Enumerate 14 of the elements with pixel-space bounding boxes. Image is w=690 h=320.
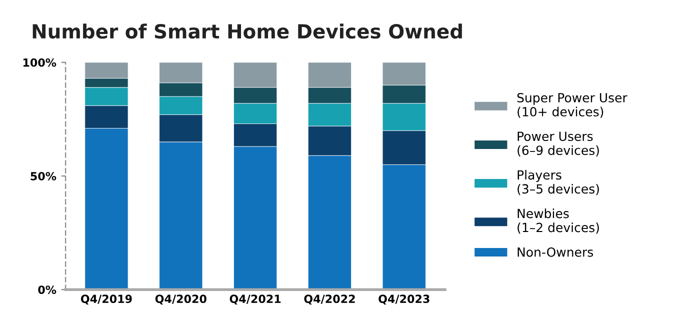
y-tick-label: 50% (30, 172, 56, 180)
x-tick-label: Q4/2021 (230, 294, 281, 305)
legend-label: Non-Owners (518, 247, 594, 257)
y-tick-label: 100% (23, 58, 56, 67)
y-tick-label: 0% (38, 286, 56, 294)
legend-label: Players (3–5 devices) (518, 170, 599, 196)
legend-label: Power Users (6–9 devices) (518, 132, 599, 156)
legend-label: Super Power User (10+ devices) (517, 92, 628, 118)
x-tick-label: Q4/2023 (378, 294, 430, 305)
x-tick-label: Q4/2020 (155, 294, 206, 305)
x-tick-label: Q4/2022 (304, 294, 355, 305)
x-tick-label: Q4/2019 (80, 294, 132, 305)
chart-title: Number of Smart Home Devices Owned (32, 24, 462, 39)
legend-label: Newbies (1–2 devices) (518, 208, 599, 234)
